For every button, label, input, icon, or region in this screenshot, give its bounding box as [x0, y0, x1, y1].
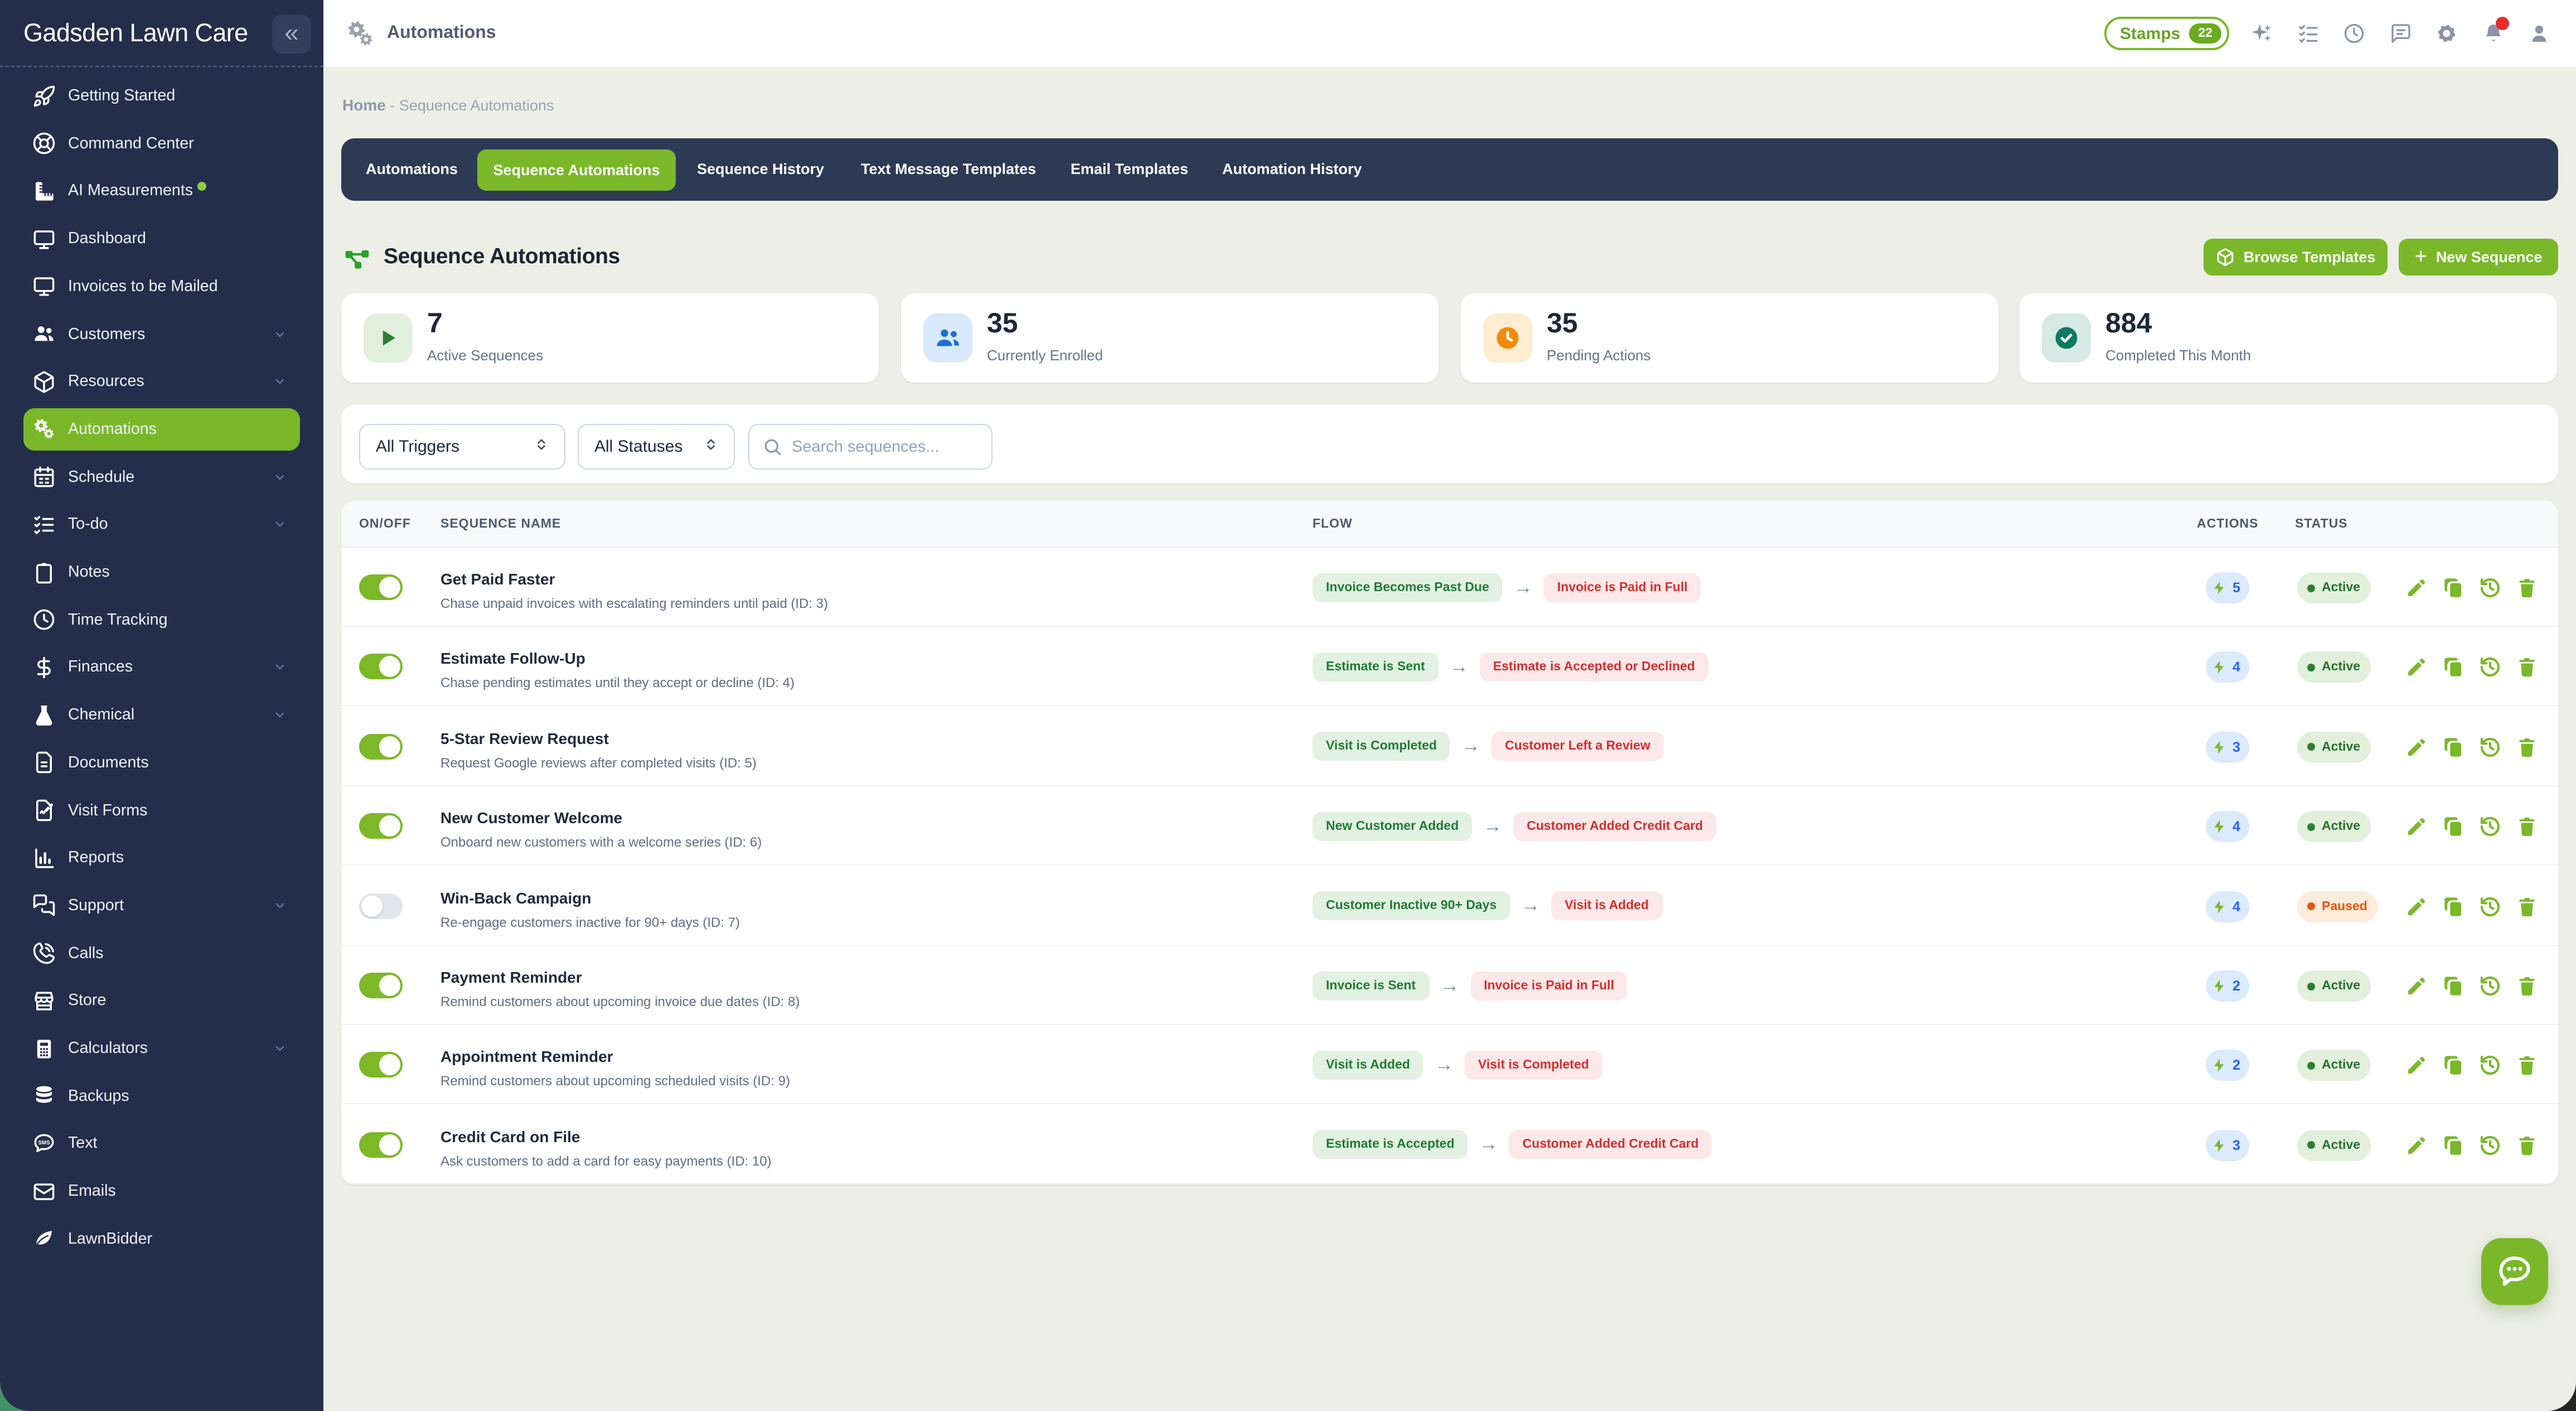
svg-text:SMS: SMS: [38, 1140, 50, 1146]
